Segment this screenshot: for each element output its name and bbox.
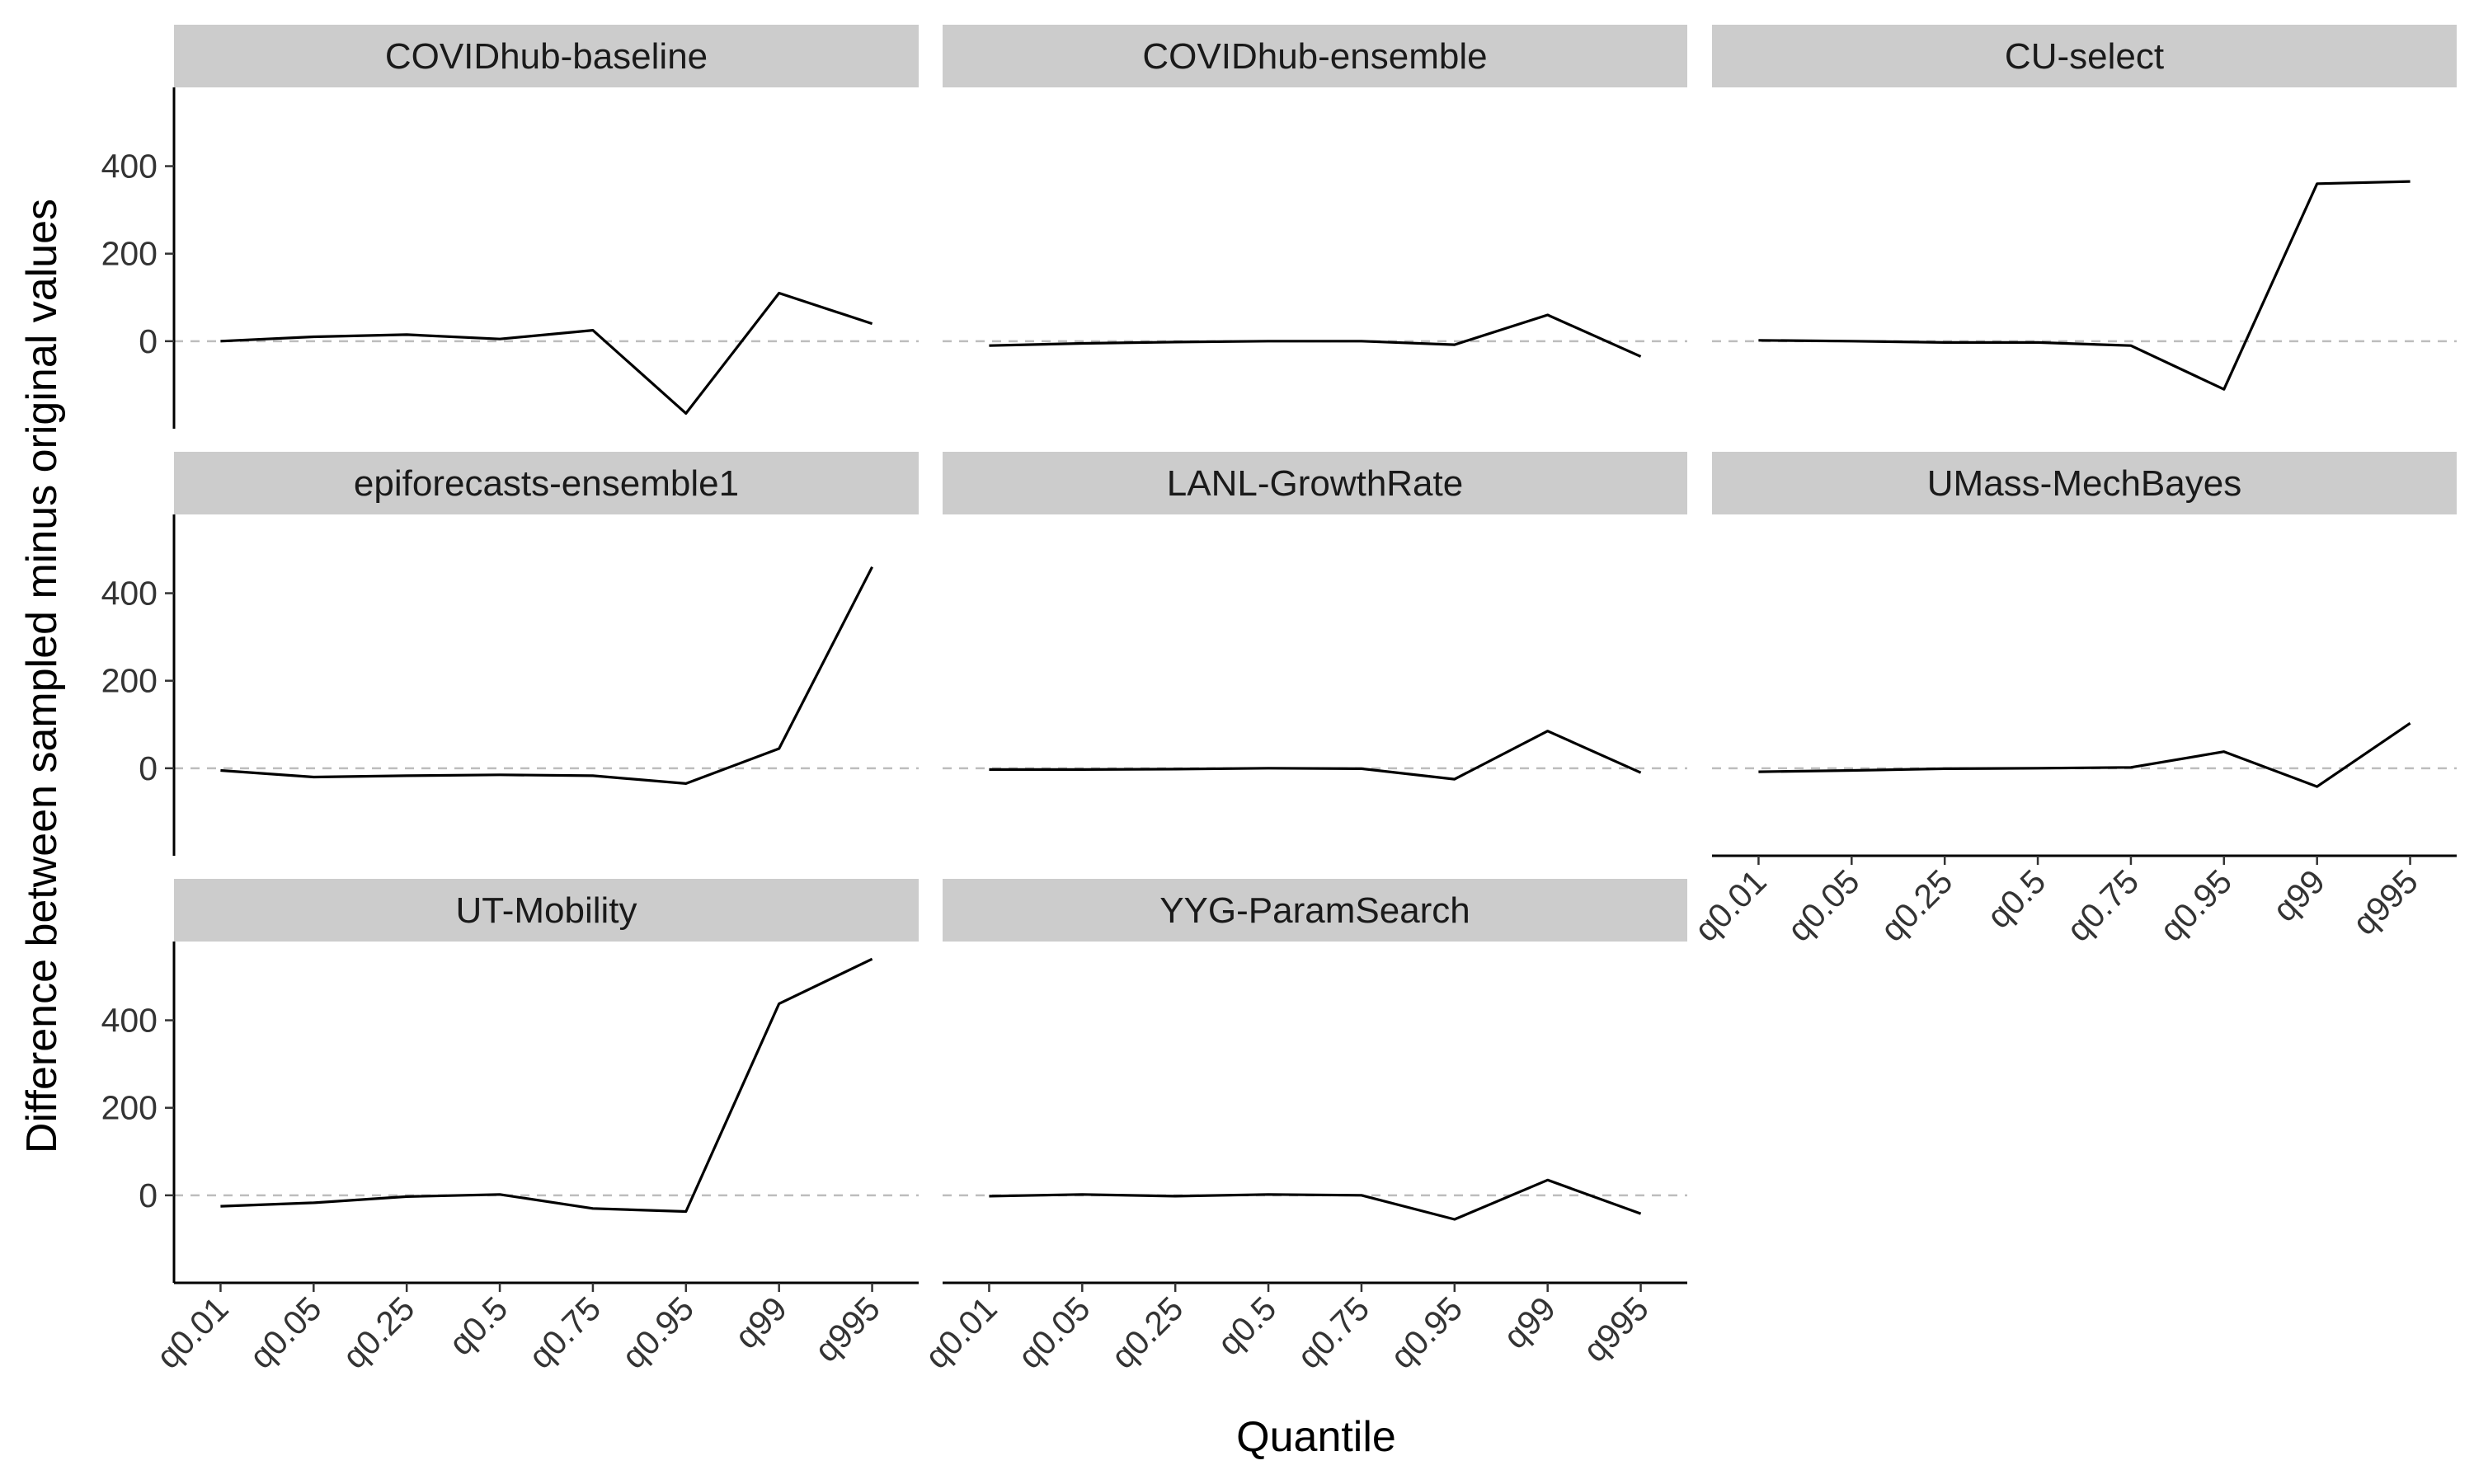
panel-covidhub-baseline-strip-label: COVIDhub-baseline — [385, 36, 708, 77]
panel-covidhub-baseline-series-line — [220, 291, 873, 415]
panel-epiforecasts-ensemble1-strip-label: epiforecasts-ensemble1 — [354, 463, 739, 504]
facet-panels: COVIDhub-baseline 0 200 400 COVIDhub-ensembl… — [101, 25, 2457, 1376]
panel-yyg-paramsearch-strip — [943, 879, 1687, 942]
panel-umass-mechbayes-x-tick-label-q0-01: q0.01 — [1687, 862, 1774, 949]
panel-ut-mobility-y-tick-label-200: 200 — [101, 1089, 158, 1127]
panel-covidhub-baseline-y-tick-label-0: 0 — [139, 322, 158, 360]
panel-covidhub-baseline-y-tick-label-200: 200 — [101, 235, 158, 273]
panel-ut-mobility-x-tick-label-q0-5: q0.5 — [441, 1289, 515, 1363]
panel-ut-mobility-x-tick-label-q99: q99 — [727, 1289, 794, 1356]
panel-umass-mechbayes-x-tick-label-q0-25: q0.25 — [1873, 862, 1959, 949]
panel-ut-mobility-strip — [174, 879, 919, 942]
panel-ut-mobility-x-tick-label-q0-75: q0.75 — [521, 1289, 608, 1376]
panel-cu-select-strip — [1712, 25, 2457, 87]
panel-lanl-growthrate-strip-label: LANL-GrowthRate — [1167, 463, 1463, 504]
y-axis-title: Difference between sampled minus origina… — [18, 199, 66, 1153]
panel-yyg-paramsearch-x-tick-label-q0-95: q0.95 — [1383, 1289, 1470, 1376]
panel-ut-mobility-x-tick-label-q0-01: q0.01 — [149, 1289, 236, 1376]
panel-umass-mechbayes-x-tick-label-q0-95: q0.95 — [2152, 862, 2239, 949]
panel-epiforecasts-ensemble1-y-tick-label-200: 200 — [101, 662, 158, 700]
panel-covidhub-ensemble-strip — [943, 25, 1687, 87]
panel-epiforecasts-ensemble1-y-tick-label-400: 400 — [101, 575, 158, 613]
panel-yyg-paramsearch-strip-label: YYG-ParamSearch — [1159, 890, 1470, 931]
panel-ut-mobility-y-tick-label-0: 0 — [139, 1176, 158, 1214]
panel-ut-mobility-series-line — [220, 957, 873, 1214]
panel-cu-select-strip-label: CU-select — [2005, 36, 2164, 77]
panel-umass-mechbayes-x-tick-label-q0-75: q0.75 — [2059, 862, 2146, 949]
panel-covidhub-baseline-strip — [174, 25, 919, 87]
panel-umass-mechbayes-series-line — [1758, 721, 2411, 788]
panel-yyg-paramsearch-x-tick-label-q0-05: q0.05 — [1011, 1289, 1098, 1376]
panel-umass-mechbayes-x-tick-label-q995: q995 — [2345, 862, 2425, 942]
panel-covidhub-baseline: COVIDhub-baseline 0 200 400 — [101, 25, 919, 429]
panel-yyg-paramsearch-x-tick-label-q0-75: q0.75 — [1290, 1289, 1376, 1376]
panel-yyg-paramsearch-x-tick-label-q0-01: q0.01 — [918, 1289, 1004, 1376]
x-axis-title: Quantile — [1236, 1413, 1396, 1461]
panel-ut-mobility-x-tick-label-q995: q995 — [807, 1289, 887, 1369]
panel-umass-mechbayes-strip-label: UMass-MechBayes — [1927, 463, 2241, 504]
panel-lanl-growthrate-series-line — [989, 730, 1642, 781]
panel-ut-mobility-x-tick-label-q0-25: q0.25 — [335, 1289, 421, 1376]
panel-covidhub-ensemble-series-line — [989, 313, 1642, 358]
panel-ut-mobility-y-tick-label-400: 400 — [101, 1002, 158, 1040]
panel-covidhub-baseline-y-tick-label-400: 400 — [101, 148, 158, 186]
panel-ut-mobility-x-tick-label-q0-05: q0.05 — [242, 1289, 329, 1376]
panel-ut-mobility-strip-label: UT-Mobility — [455, 890, 637, 931]
panel-umass-mechbayes-x-tick-label-q0-05: q0.05 — [1780, 862, 1867, 949]
panel-yyg-paramsearch-x-tick-label-q99: q99 — [1496, 1289, 1563, 1356]
panel-yyg-paramsearch-x-tick-label-q0-25: q0.25 — [1103, 1289, 1190, 1376]
panel-yyg-paramsearch-x-tick-label-q0-5: q0.5 — [1210, 1289, 1283, 1363]
panel-epiforecasts-ensemble1-y-tick-label-0: 0 — [139, 749, 158, 787]
panel-umass-mechbayes-strip — [1712, 452, 2457, 514]
panel-epiforecasts-ensemble1-strip — [174, 452, 919, 514]
panel-cu-select: CU-select — [1712, 25, 2457, 391]
panel-yyg-paramsearch-x-tick-label-q995: q995 — [1576, 1289, 1656, 1369]
panel-yyg-paramsearch-series-line — [989, 1178, 1642, 1221]
panel-covidhub-ensemble: COVIDhub-ensemble — [943, 25, 1687, 358]
panel-cu-select-series-line — [1758, 180, 2411, 391]
panel-epiforecasts-ensemble1-series-line — [220, 566, 874, 786]
panel-ut-mobility-x-tick-label-q0-95: q0.95 — [614, 1289, 701, 1376]
panel-epiforecasts-ensemble1: epiforecasts-ensemble1 0 200 400 — [101, 452, 919, 856]
panel-covidhub-ensemble-strip-label: COVIDhub-ensemble — [1142, 36, 1487, 77]
panel-umass-mechbayes-x-tick-label-q99: q99 — [2265, 862, 2332, 929]
panel-lanl-growthrate: LANL-GrowthRate — [943, 452, 1687, 781]
panel-umass-mechbayes-x-tick-label-q0-5: q0.5 — [1979, 862, 2053, 936]
panel-lanl-growthrate-strip — [943, 452, 1687, 514]
